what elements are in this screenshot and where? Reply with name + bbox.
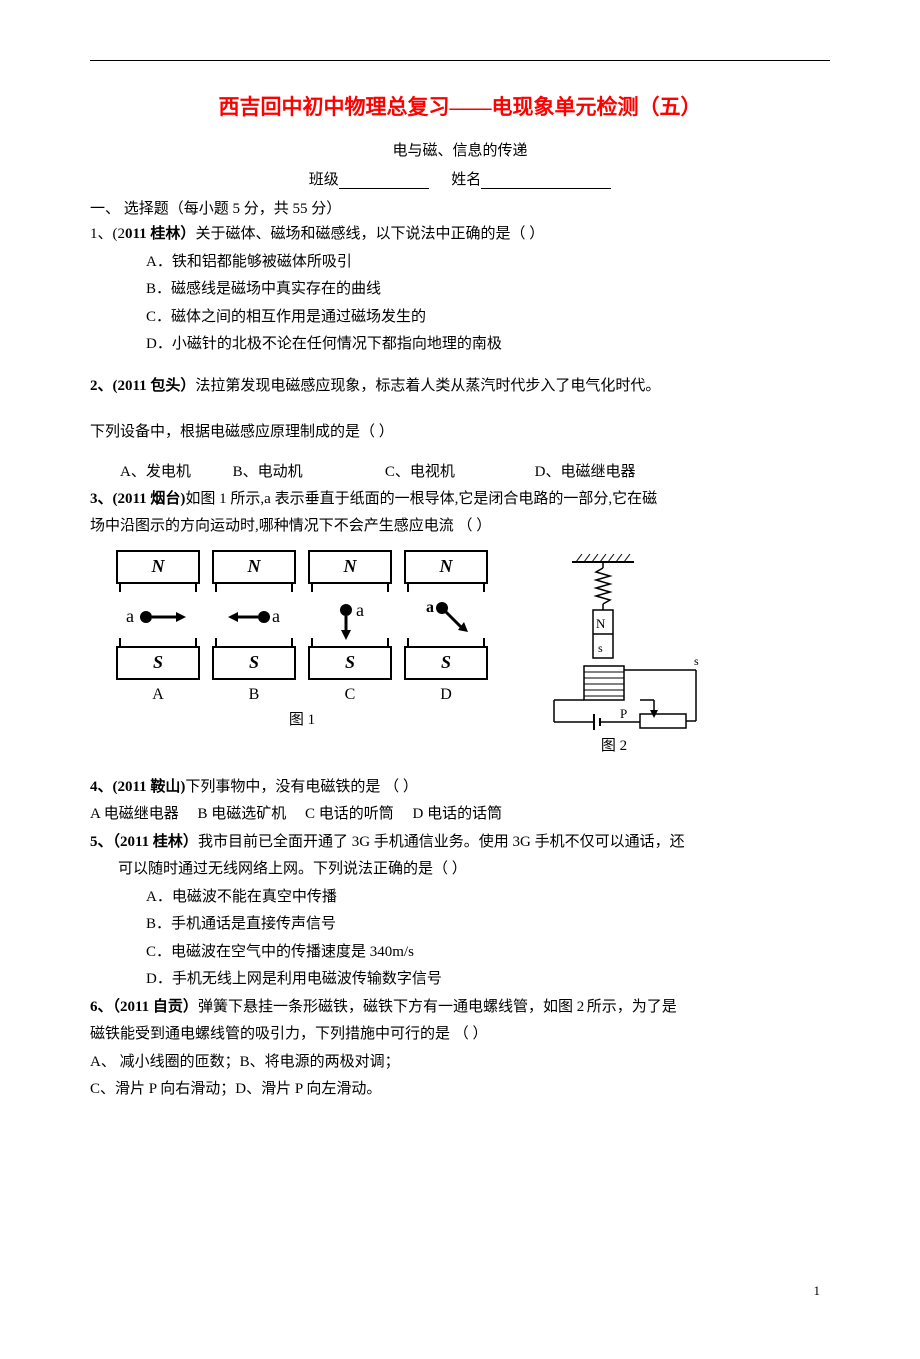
accent-dot-icon [344, 467, 347, 478]
q1-prefix: 1、(2 [90, 226, 125, 242]
q1-c-head: C．磁体之间的 [146, 309, 246, 325]
a-label: a [126, 606, 134, 626]
section-1-heading: 一、 选择题（每小题 5 分，共 55 分） [90, 197, 830, 218]
figure-2-diagram: N s P [524, 550, 704, 730]
class-blank [339, 172, 429, 189]
magnet-n: N [116, 550, 200, 584]
figure-2: N s P [524, 550, 704, 755]
figure-1-label: 图 1 [289, 708, 315, 729]
document-subtitle: 电与磁、信息的传递 [90, 139, 830, 160]
magnet-s: S [308, 646, 392, 680]
class-label: 班级 [309, 172, 339, 188]
magnet-s: S [404, 646, 488, 680]
name-blank [481, 172, 611, 189]
panel-c: N a S [305, 550, 395, 680]
q6-t1: 弹簧下悬挂一条形磁铁，磁铁下方有一通电螺线管，如图 2 [198, 999, 584, 1015]
a-label: a [272, 606, 280, 626]
top-rule [90, 60, 830, 61]
q1-option-b: B．磁感线是磁场中真实存在的曲线 [90, 277, 830, 303]
q2-stem-line1: 2、(2011 包头）法拉第发现电磁感应现象，标志着人类从蒸汽时代步入了电气化时… [90, 368, 830, 404]
q3-text1: 如图 1 所示,a 表示垂直于纸面的一根导体,它是闭合电路的一部分,它在磁 [185, 491, 657, 507]
q2-option-a: A、发电机 [120, 460, 191, 481]
q1-option-a: A．铁和铝都能够被磁体所吸引 [90, 250, 830, 276]
q1-year: 011 桂林） [125, 226, 195, 242]
q2-head: 2、(2011 包头） [90, 378, 195, 394]
q3-label-a: A [113, 686, 203, 704]
q5-option-a: A．电磁波不能在真空中传播 [90, 885, 830, 911]
document-title: 西吉回中初中物理总复习——电现象单元检测（五） [90, 91, 830, 121]
figures-row: N a S N [90, 550, 830, 755]
magnet-n: N [404, 550, 488, 584]
q1-option-c: C．磁体之间的相互作用是通过磁场发生的 [90, 305, 830, 331]
form-line: 班级 姓名 [90, 168, 830, 189]
q4-b: B 电磁选矿机 [198, 806, 287, 822]
q6-head: 6、（2011 自贡） [90, 999, 198, 1015]
q5-t1tail: 前已全面开通了 3G 手机通信业务。使用 3G 手机不仅可以通话，还 [243, 834, 685, 850]
q2-option-c: C、电视机 [344, 460, 493, 481]
q5-option-c: C．电磁波在空气中的传播速度是 340m/s [90, 940, 830, 966]
panel-d-diagram: a [402, 584, 490, 646]
magnet-s: S [212, 646, 296, 680]
q3-label-b: B [209, 686, 299, 704]
fig2-p: P [620, 706, 627, 721]
q3-label-d: D [401, 686, 491, 704]
figure-1-option-labels: A B C D [110, 686, 494, 704]
fig2-n: N [596, 616, 606, 631]
panel-b-diagram: a [210, 584, 298, 646]
fig2-s-top: s [598, 641, 603, 655]
q4-stem: 4、(2011 鞍山)下列事物中，没有电磁铁的是 （ ） [90, 775, 830, 801]
a-label: a [356, 600, 364, 620]
magnet-n: N [308, 550, 392, 584]
name-label: 姓名 [451, 172, 481, 188]
document-page: 西吉回中初中物理总复习——电现象单元检测（五） 电与磁、信息的传递 班级 姓名 … [0, 0, 920, 1359]
figure-2-label: 图 2 [601, 734, 627, 755]
q2-text1: 法拉第发现电磁感应现象，标志着人类从蒸汽时代步入了电气化时代。 [195, 378, 660, 394]
q5-head: 5、（2011 桂林） [90, 834, 198, 850]
q1-c-tail: 相互作用是通过磁场发生的 [246, 309, 426, 325]
figure-1-panels: N a S N [113, 550, 491, 680]
q6-stem-line1: 6、（2011 自贡）弹簧下悬挂一条形磁铁，磁铁下方有一通电螺线管，如图 2 所… [90, 995, 830, 1021]
q6-t1tail: 所示，为了是 [587, 999, 677, 1015]
q3-stem-line1: 3、(2011 烟台)如图 1 所示,a 表示垂直于纸面的一根导体,它是闭合电路… [90, 487, 830, 513]
fig2-s-right: s [694, 654, 699, 668]
q1-option-d: D．小磁针的北极不论在任何情况下都指向地理的南极 [90, 332, 830, 358]
q4-text: 下列事物中，没有电磁铁的是 （ ） [185, 779, 418, 795]
q6-options-line1: A、 减小线圈的匝数；B、将电源的两极对调； [90, 1050, 830, 1076]
panel-a-diagram: a [114, 584, 202, 646]
q5-option-b: B．手机通话是直接传声信号 [90, 912, 830, 938]
q4-d: D 电话的话筒 [413, 806, 503, 822]
q5-stem-line2: 可以随时通过无线网络上网。下列说法正确的是（ ） [90, 857, 830, 883]
q2-stem-line2: 下列设备中，根据电磁感应原理制成的是（ ） [90, 414, 830, 450]
q2-options: A、发电机 B、电动机 C、电视机 D、电磁继电器 [90, 460, 830, 481]
a-label: a [426, 599, 434, 616]
magnet-s: S [116, 646, 200, 680]
q5-c-head: C． [146, 944, 171, 960]
q5-stem-line1: 5、（2011 桂林）我市目前已全面开通了 3G 手机通信业务。使用 3G 手机… [90, 830, 830, 856]
q4-a: A 电磁继电器 [90, 806, 179, 822]
q2-c-text: C、电视机 [385, 460, 455, 481]
magnet-n: N [212, 550, 296, 584]
panel-a: N a S [113, 550, 203, 680]
panel-c-diagram: a [306, 584, 394, 646]
q3-label-c: C [305, 686, 395, 704]
panel-b: N a S [209, 550, 299, 680]
panel-d: N a S [401, 550, 491, 680]
q5-c-tail: 电磁波在空气中的传播速度是 340m/s [171, 944, 414, 960]
q2-option-b: B、电动机 [233, 460, 303, 481]
q4-head: 4、(2011 鞍山) [90, 779, 185, 795]
q1-text: 关于磁体、磁场和磁感线，以下说法中正确的是（ ） [195, 226, 544, 242]
q3-stem-line2: 场中沿图示的方向运动时,哪种情况下不会产生感应电流 （ ） [90, 514, 830, 540]
page-number: 1 [90, 1283, 830, 1299]
q6-options-line2: C、滑片 P 向右滑动；D、滑片 P 向左滑动。 [90, 1077, 830, 1103]
figure-1: N a S N [110, 550, 494, 729]
q2-option-d: D、电磁继电器 [535, 460, 636, 481]
q5-option-d: D．手机无线上网是利用电磁波传输数字信号 [90, 967, 830, 993]
q6-stem-line2: 磁铁能受到通电螺线管的吸引力，下列措施中可行的是 （ ） [90, 1022, 830, 1048]
q4-options: A 电磁继电器 B 电磁选矿机 C 电话的听筒 D 电话的话筒 [90, 802, 830, 828]
q1-stem: 1、(2011 桂林）关于磁体、磁场和磁感线，以下说法中正确的是（ ） [90, 222, 830, 248]
q5-t1: 我市目 [198, 834, 243, 850]
q4-c: C 电话的听筒 [305, 806, 394, 822]
q3-head: 3、(2011 烟台) [90, 491, 185, 507]
